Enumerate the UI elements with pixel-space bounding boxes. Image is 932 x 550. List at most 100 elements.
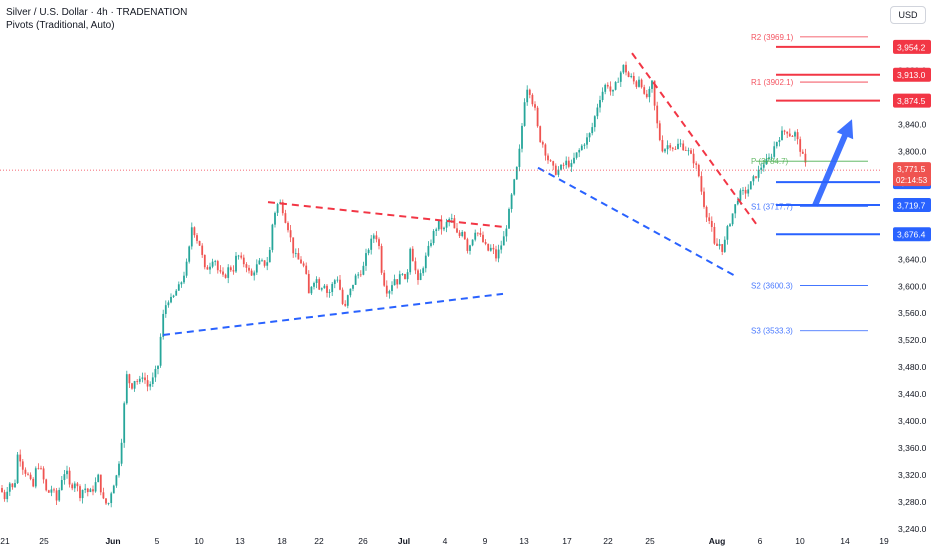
candle-body	[596, 107, 599, 117]
candle-body	[268, 249, 271, 263]
candle-body	[37, 468, 40, 470]
candle-body	[253, 272, 256, 276]
candle-body	[271, 224, 274, 250]
candle-body	[346, 295, 349, 306]
candle-body	[669, 145, 672, 148]
candle-body	[333, 280, 336, 284]
candle-body	[664, 149, 666, 152]
trendlines	[0, 52, 880, 336]
candle-body	[521, 125, 523, 149]
candle-body	[440, 219, 443, 230]
candle-body	[734, 204, 737, 214]
candle-body	[635, 81, 638, 87]
resistance-trendline	[631, 52, 758, 226]
candle-body	[162, 313, 165, 337]
candle-body	[157, 365, 159, 370]
candle-body	[484, 242, 487, 244]
candle-body	[224, 274, 227, 278]
candle-body	[690, 150, 692, 154]
candle-body	[721, 244, 724, 252]
candle-body	[336, 279, 339, 281]
candle-body	[302, 263, 305, 266]
candle-body	[320, 288, 323, 290]
candle-body	[435, 229, 438, 232]
candle-body	[578, 150, 581, 153]
y-tick-label: 3,600.0	[898, 281, 927, 291]
candle-body	[705, 206, 708, 218]
candle-body	[45, 479, 48, 491]
candle-body	[700, 176, 703, 192]
candle-body	[723, 239, 726, 252]
candle-body	[110, 493, 113, 504]
candle-body	[539, 126, 542, 142]
candle-body	[617, 81, 620, 83]
candle-body	[167, 302, 170, 306]
candle-body	[258, 260, 261, 265]
marked-level-tag	[893, 39, 931, 54]
candle-body	[601, 91, 604, 100]
candle-body	[242, 257, 245, 265]
candle-body	[458, 232, 461, 236]
candle-body	[188, 246, 191, 262]
candle-body	[151, 377, 154, 385]
candle-body	[541, 141, 544, 145]
candle-body	[196, 235, 198, 241]
candle-body	[164, 305, 167, 314]
candle-body	[757, 169, 760, 178]
candle-body	[450, 218, 453, 220]
candle-body	[86, 488, 89, 493]
candle-body	[729, 224, 731, 227]
candle-body	[133, 381, 136, 389]
candle-body	[125, 374, 128, 404]
candle-body	[255, 264, 258, 273]
candle-body	[79, 486, 81, 499]
resistance-trendline	[267, 201, 506, 229]
currency-button[interactable]: USD	[890, 6, 926, 24]
chart-header: Silver / U.S. Dollar · 4h · TRADENATION …	[6, 6, 187, 32]
candle-body	[479, 233, 482, 235]
candle-body	[710, 220, 713, 227]
candle-body	[786, 131, 789, 134]
candle-body	[768, 157, 770, 160]
y-tick-label: 3,360.0	[898, 443, 927, 453]
candle-body	[391, 285, 393, 292]
candle-body	[703, 191, 705, 207]
candle-body	[731, 213, 734, 225]
candle-body	[40, 468, 42, 470]
candle-body	[536, 107, 539, 127]
candle-body	[687, 150, 690, 152]
symbol-title[interactable]: Silver / U.S. Dollar · 4h · TRADENATION	[6, 7, 188, 18]
candle-body	[794, 132, 796, 137]
indicator-label[interactable]: Pivots (Traditional, Auto)	[6, 20, 115, 31]
candle-body	[557, 169, 560, 175]
candle-body	[742, 189, 744, 191]
candle-body	[115, 475, 118, 486]
candle-body	[463, 232, 466, 240]
projection-arrow	[812, 119, 854, 207]
candle-body	[744, 189, 747, 194]
candle-body	[97, 474, 100, 483]
candle-body	[424, 255, 427, 269]
candle-body	[375, 235, 378, 240]
candle-body	[393, 279, 396, 286]
candle-body	[567, 160, 570, 167]
candle-body	[131, 383, 133, 389]
candle-body	[627, 72, 630, 77]
candle-body	[331, 283, 334, 293]
candle-body	[359, 274, 362, 276]
pivot-label-p: P (3784.7)	[751, 157, 789, 166]
candle-body	[102, 492, 105, 499]
candle-body	[651, 80, 653, 89]
candle-body	[203, 254, 206, 268]
candle-body	[159, 336, 162, 366]
candle-body	[27, 473, 29, 475]
candle-body	[107, 503, 110, 504]
candle-body	[396, 279, 399, 285]
current-price-tag	[893, 162, 931, 187]
candle-body	[237, 255, 240, 257]
marked-level-label: 3,719.7	[897, 201, 926, 211]
candle-body	[138, 378, 141, 382]
candle-body	[801, 151, 804, 154]
candle-body	[94, 482, 97, 492]
